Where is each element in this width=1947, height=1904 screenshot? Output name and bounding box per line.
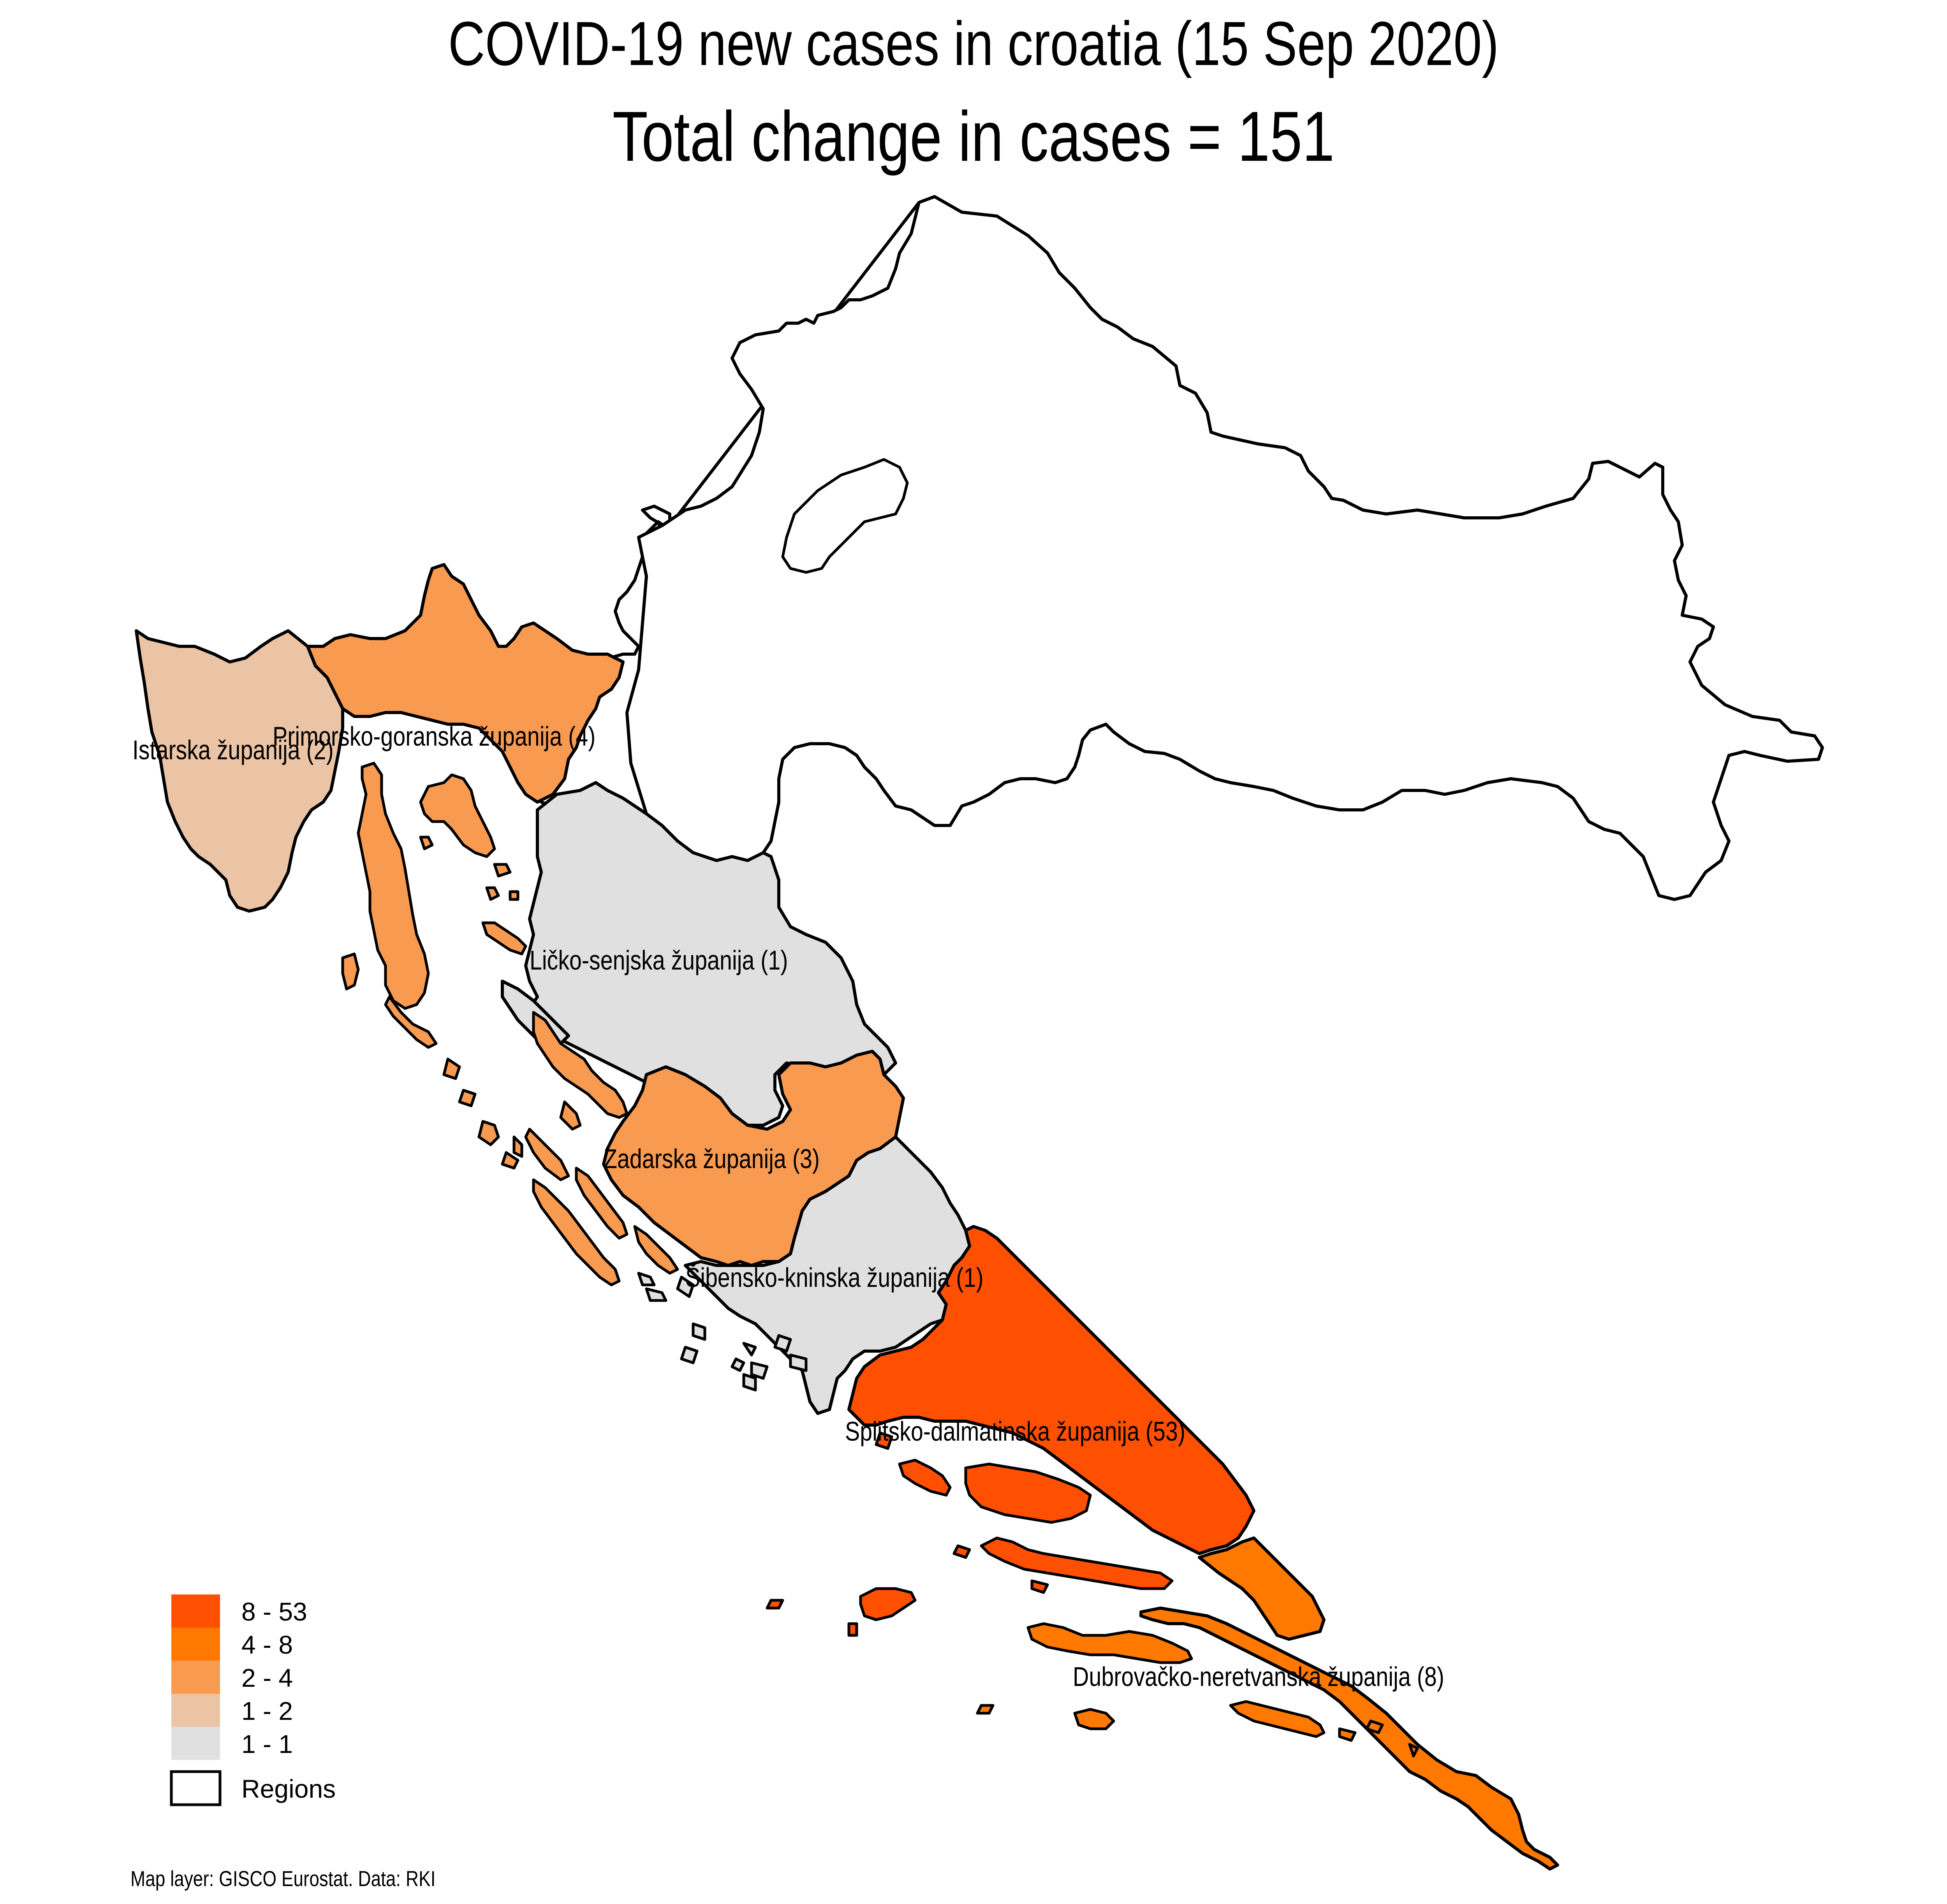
region-dubrovacko-neretvanska bbox=[1198, 1536, 1326, 1641]
region-primorsko-goranska bbox=[306, 563, 625, 804]
island-sib-1 bbox=[676, 1276, 695, 1298]
island-vis bbox=[859, 1587, 917, 1621]
island-sib-6 bbox=[731, 1357, 745, 1372]
island-sib-11 bbox=[742, 1373, 757, 1392]
island-dugi-otok bbox=[532, 1178, 621, 1286]
island-sib-8 bbox=[750, 1361, 769, 1380]
legend-swatch-1-2 bbox=[171, 1694, 220, 1727]
map-title: COVID-19 new cases in croatia (15 Sep 20… bbox=[448, 9, 1499, 78]
label-zadarska: Zadarska županija (3) bbox=[604, 1144, 820, 1174]
island-split-5 bbox=[847, 1622, 858, 1637]
island-sib-7 bbox=[742, 1342, 757, 1357]
island-split-3 bbox=[875, 1431, 893, 1450]
island-sib-3 bbox=[645, 1287, 667, 1302]
island-zadar-3 bbox=[477, 1120, 500, 1146]
island-small-1 bbox=[341, 952, 360, 991]
island-zadar-5 bbox=[442, 1058, 461, 1080]
legend-label-2-4: 2 - 4 bbox=[241, 1663, 293, 1692]
island-brac bbox=[964, 1462, 1092, 1524]
region-inner-outline bbox=[781, 458, 909, 574]
legend-swatch-1-1 bbox=[171, 1727, 220, 1760]
island-ugljan bbox=[575, 1167, 628, 1240]
island-small-3 bbox=[493, 863, 512, 878]
island-lastovo bbox=[1073, 1708, 1115, 1730]
island-mljet bbox=[1229, 1700, 1326, 1738]
legend-label-1-1: 1 - 1 bbox=[241, 1730, 293, 1758]
label-dubrovacko-neretvanska: Dubrovačko-neretvanska županija (8) bbox=[1073, 1661, 1444, 1692]
island-sib-10 bbox=[789, 1353, 808, 1372]
region-dubrovnik-coast bbox=[1139, 1607, 1559, 1871]
island-small-5 bbox=[509, 890, 519, 901]
legend-label-1-2: 1 - 2 bbox=[241, 1696, 293, 1725]
region-continental-outline bbox=[625, 195, 1824, 901]
island-zadar-1 bbox=[559, 1100, 582, 1131]
label-sibensko-kninska: Šibensko-kninska županija (1) bbox=[685, 1262, 984, 1293]
source-note: Map layer: GISCO Eurostat. Data: RKI bbox=[130, 1866, 436, 1891]
label-splitsko-dalmatinska: Splitsko-dalmatinska županija (53) bbox=[845, 1416, 1185, 1447]
legend-swatch-4-8 bbox=[171, 1628, 220, 1661]
island-zadar-2 bbox=[524, 1128, 570, 1181]
island-rab bbox=[481, 921, 527, 956]
region-splitsko-dalmatinska bbox=[847, 1225, 1255, 1555]
legend-label-4-8: 4 - 8 bbox=[241, 1630, 293, 1659]
legend-label-regions: Regions bbox=[241, 1774, 336, 1803]
label-istarska: Istarska županija (2) bbox=[132, 735, 334, 765]
island-split-4 bbox=[766, 1599, 784, 1610]
island-zadar-6 bbox=[458, 1089, 477, 1107]
island-krk bbox=[419, 773, 496, 858]
island-dub-3 bbox=[1365, 1719, 1384, 1734]
island-dub-2 bbox=[1338, 1727, 1357, 1742]
island-cres bbox=[357, 762, 430, 1010]
island-dub-4 bbox=[1408, 1743, 1419, 1758]
region-istarska bbox=[135, 629, 344, 913]
island-sib-9 bbox=[773, 1334, 792, 1353]
legend-swatch-8-53 bbox=[171, 1594, 220, 1628]
island-pasman bbox=[633, 1225, 679, 1275]
island-small-2 bbox=[419, 836, 434, 850]
island-sib-4 bbox=[692, 1322, 706, 1341]
island-small-4 bbox=[485, 886, 500, 901]
legend-swatch-regions bbox=[170, 1770, 222, 1806]
island-pag bbox=[532, 1011, 628, 1119]
island-split-2 bbox=[1030, 1579, 1049, 1594]
island-hvar bbox=[980, 1536, 1174, 1590]
island-zadar-4 bbox=[512, 1135, 523, 1158]
island-zadar-7 bbox=[501, 1151, 519, 1170]
island-dub-1 bbox=[976, 1704, 995, 1715]
island-korcula bbox=[1026, 1622, 1193, 1664]
label-licko-senjska: Ličko-senjska županija (1) bbox=[530, 945, 788, 976]
map-subtitle: Total change in cases = 151 bbox=[612, 97, 1335, 176]
island-solta bbox=[898, 1459, 952, 1497]
island-sib-2 bbox=[637, 1272, 656, 1286]
island-split-1 bbox=[952, 1544, 971, 1559]
legend: 8 - 53 4 - 8 2 - 4 1 - 2 1 - 1 Regions bbox=[170, 1594, 336, 1806]
legend-swatch-2-4 bbox=[171, 1661, 220, 1694]
region-sibensko-kninska bbox=[684, 1135, 971, 1415]
label-primorsko-goranska: Primorsko-goranska županija (4) bbox=[273, 721, 595, 752]
legend-label-8-53: 8 - 53 bbox=[241, 1597, 307, 1626]
island-losinj bbox=[384, 995, 438, 1049]
island-sib-5 bbox=[680, 1346, 699, 1364]
